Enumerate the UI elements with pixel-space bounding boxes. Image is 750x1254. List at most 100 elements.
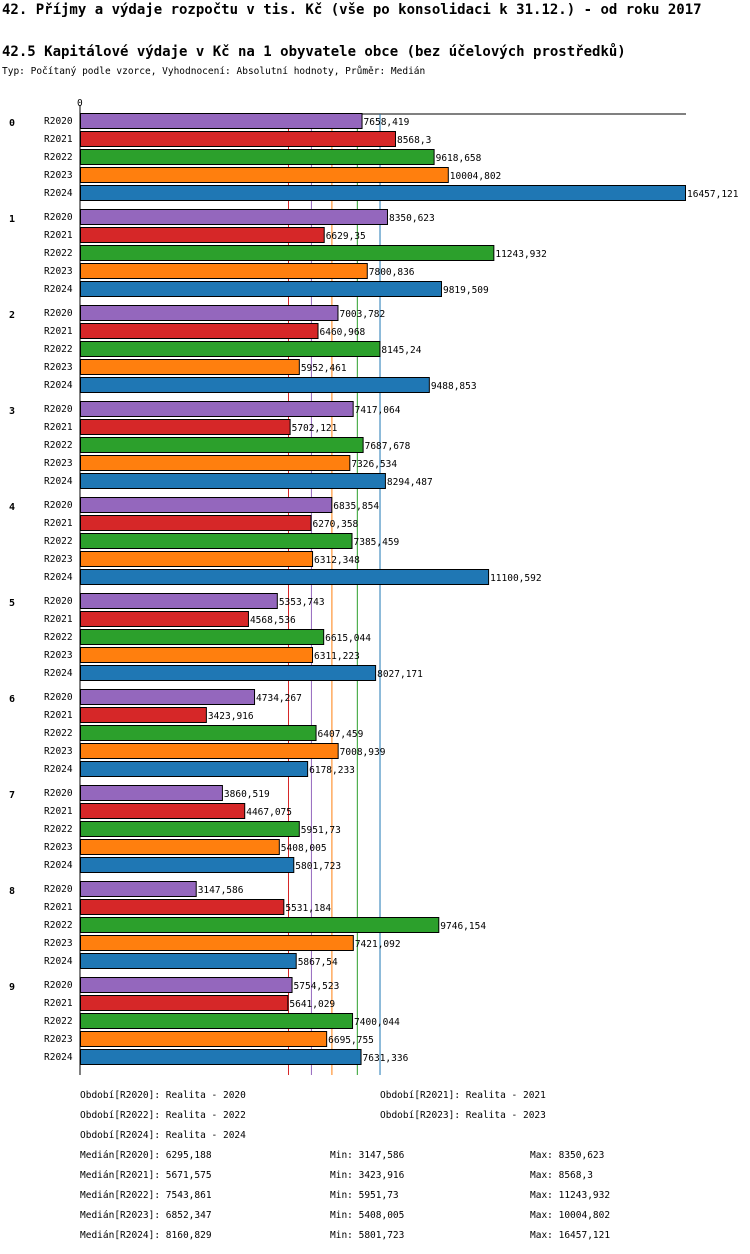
row-label: R2024 xyxy=(44,860,73,871)
legend-min-r2024: Min: 5801,723 xyxy=(330,1230,405,1241)
bar xyxy=(80,1031,328,1047)
legend-period-r2021: Období[R2021]: Realita - 2021 xyxy=(380,1090,546,1101)
bar xyxy=(80,839,280,855)
group-label: 1 xyxy=(9,214,15,225)
bar-value-label: 7400,044 xyxy=(354,1017,400,1028)
row-label: R2023 xyxy=(44,458,73,469)
bar xyxy=(80,665,377,681)
bar-value-label: 6407,459 xyxy=(318,729,364,740)
row-label: R2022 xyxy=(44,824,73,835)
bar xyxy=(80,533,353,549)
legend-min-r2020: Min: 3147,586 xyxy=(330,1150,405,1161)
bar-value-label: 5754,523 xyxy=(294,981,340,992)
bar-value-label: 9819,509 xyxy=(443,285,489,296)
bar xyxy=(80,725,317,741)
row-label: R2022 xyxy=(44,632,73,643)
legend-max-r2022: Max: 11243,932 xyxy=(530,1190,611,1201)
bar xyxy=(80,419,291,435)
bar xyxy=(80,515,312,531)
group-label: 8 xyxy=(9,886,15,897)
row-label: R2024 xyxy=(44,476,73,487)
row-label: R2021 xyxy=(44,998,73,1009)
bar xyxy=(80,245,495,261)
row-label: R2021 xyxy=(44,614,73,625)
bar xyxy=(80,821,300,837)
bar xyxy=(80,359,300,375)
legend-median-r2021: Medián[R2021]: 5671,575 xyxy=(80,1170,212,1181)
row-label: R2022 xyxy=(44,536,73,547)
bar-value-label: 4734,267 xyxy=(256,693,302,704)
bar-value-label: 7687,678 xyxy=(365,441,411,452)
bar-value-label: 3147,586 xyxy=(198,885,244,896)
bar xyxy=(80,149,435,165)
row-label: R2021 xyxy=(44,710,73,721)
row-label: R2020 xyxy=(44,788,73,799)
group-label: 2 xyxy=(9,310,15,321)
row-label: R2024 xyxy=(44,572,73,583)
bar-value-label: 5641,029 xyxy=(289,999,335,1010)
bar xyxy=(80,785,223,801)
bar xyxy=(80,473,386,489)
bar-value-label: 5531,184 xyxy=(285,903,331,914)
bar-value-label: 5951,73 xyxy=(301,825,341,836)
bar xyxy=(80,977,293,993)
bar-value-label: 5801,723 xyxy=(295,861,341,872)
bar xyxy=(80,263,368,279)
row-label: R2023 xyxy=(44,1034,73,1045)
group-label: 7 xyxy=(9,790,15,801)
row-label: R2022 xyxy=(44,152,73,163)
legend-max-r2023: Max: 10004,802 xyxy=(530,1210,611,1221)
bar-value-label: 5952,461 xyxy=(301,363,347,374)
bar-value-label: 6629,35 xyxy=(326,231,366,242)
bar xyxy=(80,899,285,915)
legend-period-r2024: Období[R2024]: Realita - 2024 xyxy=(80,1130,246,1141)
bar xyxy=(80,803,246,819)
bar-value-label: 7658,419 xyxy=(364,117,410,128)
row-label: R2021 xyxy=(44,422,73,433)
row-label: R2021 xyxy=(44,230,73,241)
legend-min-r2021: Min: 3423,916 xyxy=(330,1170,405,1181)
group-label: 9 xyxy=(9,982,15,993)
row-label: R2023 xyxy=(44,938,73,949)
bar xyxy=(80,1049,362,1065)
bar-value-label: 5867,54 xyxy=(298,957,338,968)
bar-value-label: 9618,658 xyxy=(436,153,482,164)
bar-value-label: 7008,939 xyxy=(340,747,386,758)
bar-value-label: 8145,24 xyxy=(381,345,421,356)
bar-value-label: 8350,623 xyxy=(389,213,435,224)
group-label: 0 xyxy=(9,118,15,129)
legend-median-r2022: Medián[R2022]: 7543,861 xyxy=(80,1190,212,1201)
bar-value-label: 9746,154 xyxy=(440,921,486,932)
legend-median-r2023: Medián[R2023]: 6852,347 xyxy=(80,1210,212,1221)
legend-period-r2022: Období[R2022]: Realita - 2022 xyxy=(80,1110,246,1121)
bar xyxy=(80,569,490,585)
bar-value-label: 6311,223 xyxy=(314,651,360,662)
bar-value-label: 6460,968 xyxy=(320,327,366,338)
bar-value-label: 5408,005 xyxy=(281,843,327,854)
bar-value-label: 7003,782 xyxy=(339,309,385,320)
row-label: R2022 xyxy=(44,440,73,451)
bar-chart: 0 0 R2020 7658,419 R2021 8568,3 R2022 9618,658 R… xyxy=(9,98,739,1075)
row-label: R2022 xyxy=(44,920,73,931)
bar-value-label: 7385,459 xyxy=(354,537,400,548)
bar-value-label: 7326,534 xyxy=(351,459,397,470)
row-label: R2021 xyxy=(44,134,73,145)
bar xyxy=(80,917,440,933)
bar xyxy=(80,209,388,225)
bar xyxy=(80,629,325,645)
row-label: R2024 xyxy=(44,764,73,775)
bar xyxy=(80,167,449,183)
row-label: R2020 xyxy=(44,116,73,127)
bar xyxy=(80,341,381,357)
bar xyxy=(80,761,309,777)
row-label: R2021 xyxy=(44,326,73,337)
bar-value-label: 3423,916 xyxy=(208,711,254,722)
legend-max-r2021: Max: 8568,3 xyxy=(530,1170,593,1181)
bar-value-label: 6270,358 xyxy=(313,519,359,530)
bar xyxy=(80,1013,354,1029)
row-label: R2020 xyxy=(44,500,73,511)
bar-value-label: 6695,755 xyxy=(328,1035,374,1046)
bar xyxy=(80,227,325,243)
row-label: R2024 xyxy=(44,284,73,295)
row-label: R2022 xyxy=(44,728,73,739)
